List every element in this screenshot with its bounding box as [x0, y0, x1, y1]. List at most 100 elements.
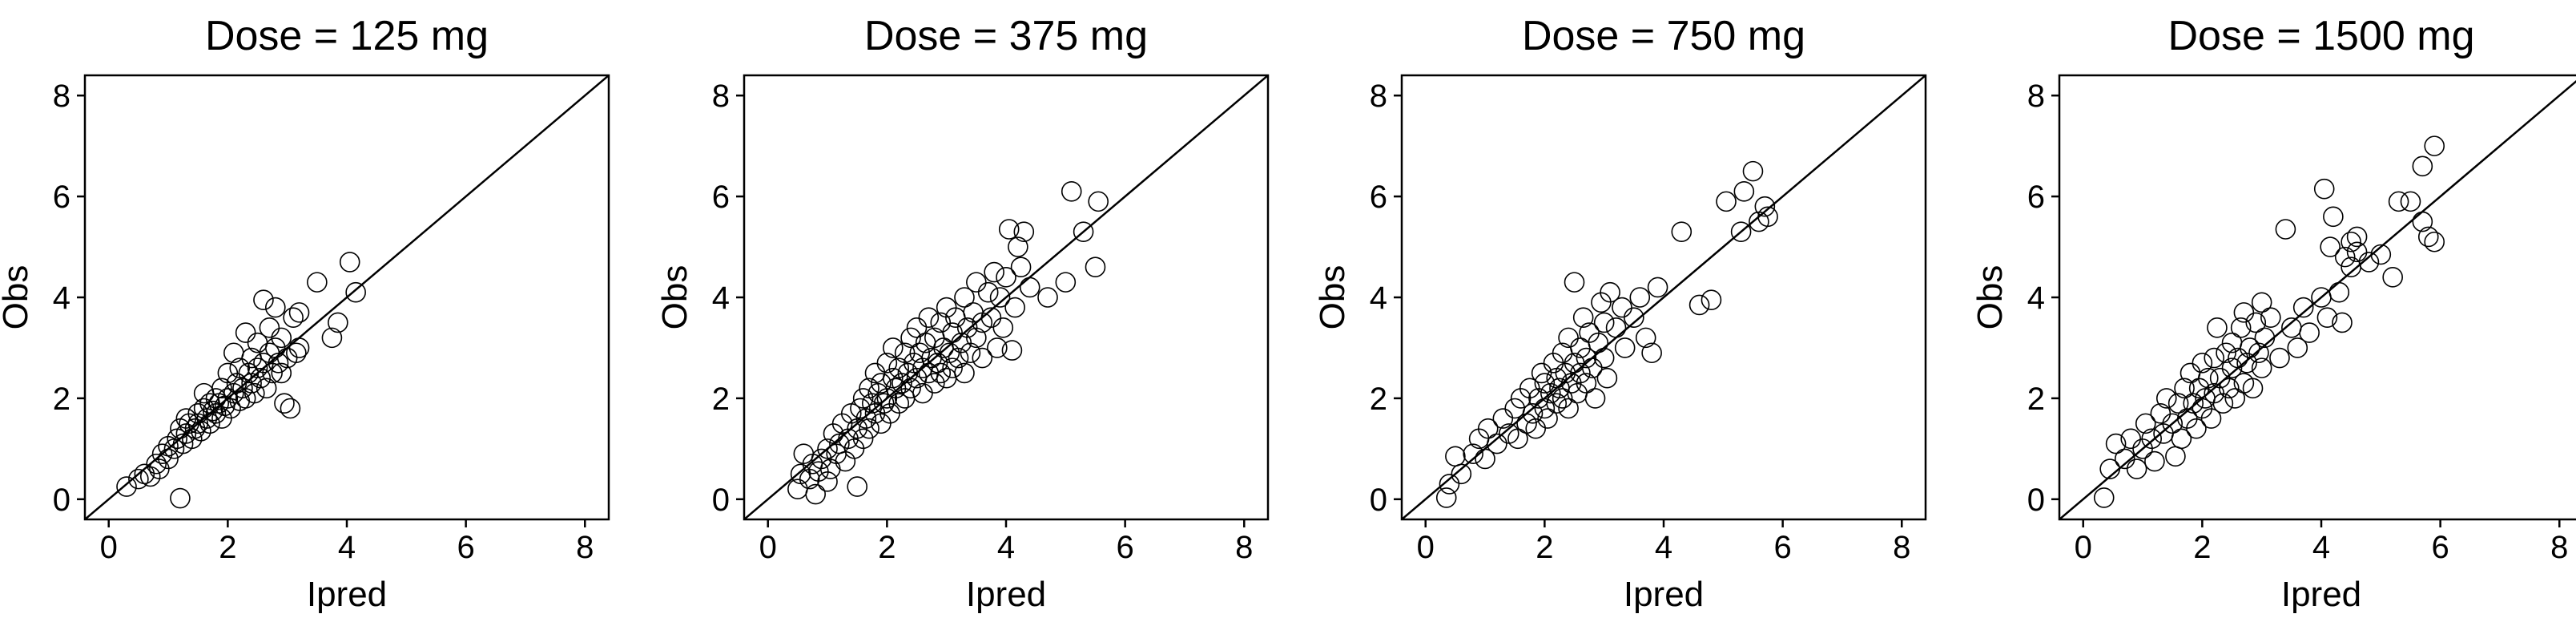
x-tick-label: 0: [100, 530, 118, 565]
data-point: [1612, 297, 1632, 318]
data-point: [1013, 221, 1035, 242]
chart-title: Dose = 125 mg: [205, 13, 489, 59]
data-point: [2207, 317, 2228, 338]
data-point: [1605, 317, 1627, 338]
data-point: [146, 453, 167, 475]
data-point: [1588, 332, 1609, 353]
y-axis-label: Obs: [1970, 265, 2010, 330]
data-point: [247, 357, 268, 378]
y-tick-label: 2: [2027, 382, 2045, 417]
data-point: [2180, 362, 2201, 384]
data-point: [1004, 297, 1025, 318]
data-point: [2269, 347, 2290, 369]
data-point: [307, 272, 328, 293]
data-point: [1635, 327, 1656, 349]
y-tick-label: 8: [712, 79, 730, 114]
data-point: [1507, 428, 1528, 450]
data-point: [2316, 307, 2338, 328]
data-point: [1596, 367, 1618, 389]
data-point: [948, 347, 969, 369]
data-point: [2224, 388, 2246, 409]
scatter-panel-1: Dose = 125 mg 0 2 4 6 8 0 2 4 6 8 Ipred Obs: [0, 13, 610, 614]
y-tick-label: 0: [1370, 483, 1387, 518]
data-point: [817, 471, 838, 492]
data-point: [271, 362, 292, 384]
data-point: [888, 393, 910, 414]
data-point: [2332, 312, 2353, 333]
data-point: [1463, 443, 1483, 464]
data-point: [984, 261, 1004, 283]
data-point: [1001, 340, 1023, 361]
data-point: [927, 353, 948, 374]
data-point: [987, 337, 1008, 358]
data-point: [151, 443, 173, 464]
data-point: [2219, 378, 2240, 399]
data-point: [942, 357, 963, 378]
data-point: [2424, 231, 2445, 252]
x-axis-label: Ipred: [307, 575, 387, 614]
data-point: [1537, 408, 1558, 429]
data-point: [250, 367, 272, 389]
x-tick-label: 8: [576, 530, 594, 565]
data-point: [1614, 337, 1636, 358]
data-point: [1742, 160, 1764, 182]
data-point: [1564, 272, 1585, 293]
data-point: [274, 393, 295, 414]
data-point: [1593, 312, 1615, 333]
data-point: [918, 307, 940, 328]
data-point: [2114, 448, 2135, 470]
data-point: [253, 289, 274, 310]
data-point: [930, 362, 952, 384]
data-point: [930, 312, 952, 333]
y-tick-label: 4: [1370, 281, 1387, 316]
data-point: [199, 413, 220, 434]
data-point: [2126, 458, 2147, 479]
data-point: [1593, 347, 1615, 369]
y-tick-label: 0: [712, 483, 730, 518]
data-point: [1572, 307, 1594, 328]
data-point: [909, 342, 931, 364]
data-point: [2150, 402, 2171, 424]
chart-title: Dose = 1500 mg: [2167, 13, 2474, 59]
data-point: [1037, 287, 1058, 308]
x-tick-label: 6: [1117, 530, 1134, 565]
y-tick-label: 2: [712, 382, 730, 417]
data-point: [2251, 357, 2272, 378]
identity-line: [744, 75, 1268, 519]
data-point: [1582, 357, 1603, 378]
data-point: [805, 483, 826, 505]
data-point: [1055, 272, 1077, 293]
data-point: [900, 378, 921, 399]
data-point: [2105, 433, 2127, 454]
data-point: [972, 347, 993, 369]
data-point: [998, 219, 1020, 240]
data-point: [861, 393, 883, 414]
x-tick-label: 6: [457, 530, 475, 565]
x-tick-label: 6: [2432, 530, 2449, 565]
x-tick-label: 8: [1893, 530, 1910, 565]
y-tick-label: 6: [2027, 180, 2045, 215]
data-point: [2212, 393, 2234, 414]
data-point: [2412, 156, 2433, 177]
data-point: [1647, 277, 1668, 298]
data-point: [2412, 211, 2433, 232]
data-point: [900, 327, 921, 349]
data-point: [954, 287, 975, 308]
x-tick-label: 0: [1417, 530, 1435, 565]
x-tick-label: 2: [2193, 530, 2211, 565]
data-point: [2328, 281, 2350, 303]
x-tick-label: 8: [1235, 530, 1253, 565]
data-point: [1487, 433, 1507, 454]
data-point: [2141, 428, 2162, 450]
data-point: [345, 281, 366, 303]
data-point: [193, 398, 215, 419]
data-point: [1624, 307, 1644, 328]
data-point: [235, 322, 256, 343]
data-point: [2236, 353, 2257, 374]
x-tick-label: 4: [338, 530, 356, 565]
data-point: [244, 382, 265, 404]
data-point: [1558, 327, 1579, 349]
x-tick-label: 0: [2075, 530, 2092, 565]
y-tick-label: 8: [53, 79, 70, 114]
